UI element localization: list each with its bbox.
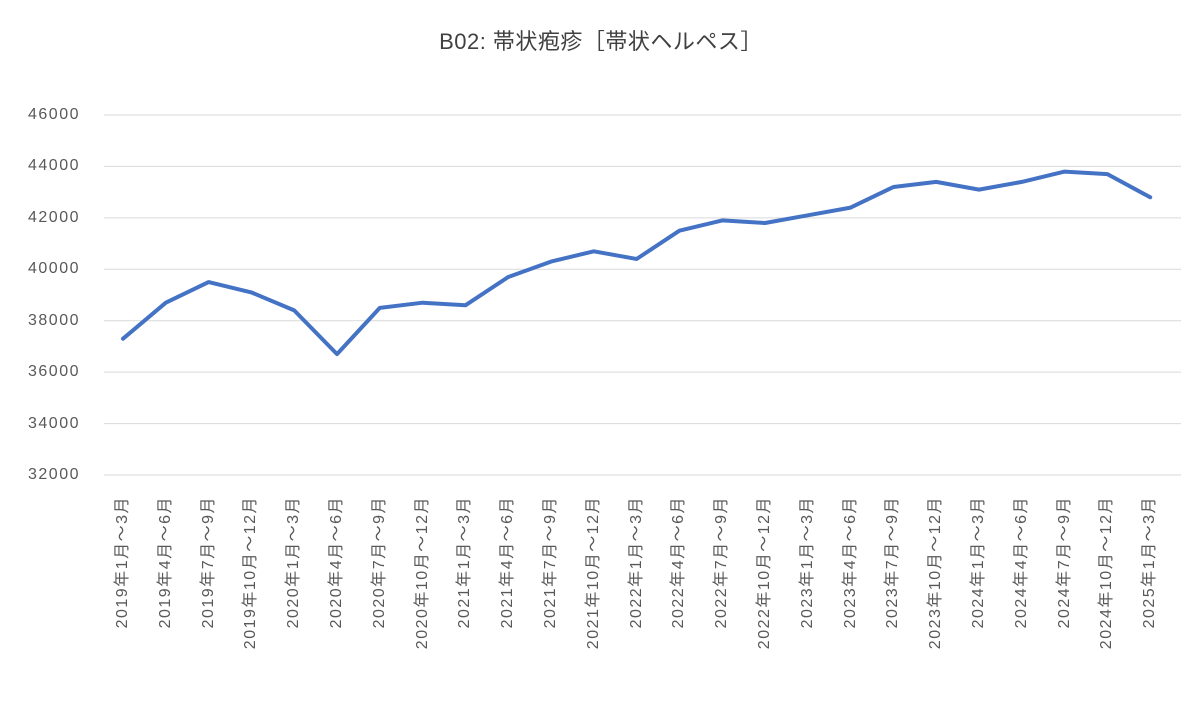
y-axis-tick-label: 38000 [28,311,80,329]
chart-title: B02: 帯状疱疹［帯状ヘルペス］ [439,29,763,54]
x-axis-tick-label: 2019年4月～6月 [156,496,174,629]
x-axis-tick-label: 2023年1月～3月 [798,496,816,629]
x-axis-tick-label: 2019年7月～9月 [199,496,217,629]
y-axis-tick-label: 32000 [28,466,80,483]
x-axis-tick-label: 2023年4月～6月 [841,496,859,629]
x-axis-tick-label: 2022年4月～6月 [670,496,688,629]
x-axis-tick-label: 2020年10月～12月 [413,496,431,650]
x-axis-tick-label: 2024年4月～6月 [1012,496,1030,629]
y-axis-tick-label: 46000 [28,106,80,123]
x-axis-tick-label: 2021年10月～12月 [584,496,602,650]
y-axis-tick-label: 44000 [28,157,80,175]
data-series-line [121,169,1153,357]
x-axis-tick-label: 2020年1月～3月 [285,496,303,629]
x-axis-tick-label: 2019年10月～12月 [242,496,260,650]
x-axis-tick-label: 2022年7月～9月 [713,496,731,629]
x-axis-tick-label: 2020年4月～6月 [328,496,345,629]
x-axis-tick-label: 2025年1月～3月 [1141,496,1159,629]
x-axis-tick-label: 2022年10月～12月 [756,496,773,650]
y-axis-tick-label: 40000 [28,260,80,278]
x-axis-tick-label: 2023年7月～9月 [884,496,902,629]
x-axis-tick-label: 2021年7月～9月 [542,496,559,629]
y-axis-tick-label: 36000 [28,363,80,381]
x-axis-tick-label: 2021年4月～6月 [499,496,517,629]
y-axis-tick-label: 42000 [28,208,80,226]
x-axis-tick-label: 2024年10月～12月 [1098,496,1116,650]
x-axis-tick-label: 2023年10月～12月 [927,496,945,650]
x-axis-tick-label: 2024年1月～3月 [970,496,987,629]
x-axis-tick-label: 2022年1月～3月 [627,496,645,629]
x-axis-tick-label: 2021年1月～3月 [456,496,474,629]
x-axis-tick-label: 2019年1月～3月 [114,496,131,629]
y-axis-tick-label: 34000 [28,414,80,432]
x-axis-tick-label: 2020年7月～9月 [370,496,388,629]
x-axis-tick-label: 2024年7月～9月 [1055,496,1073,629]
